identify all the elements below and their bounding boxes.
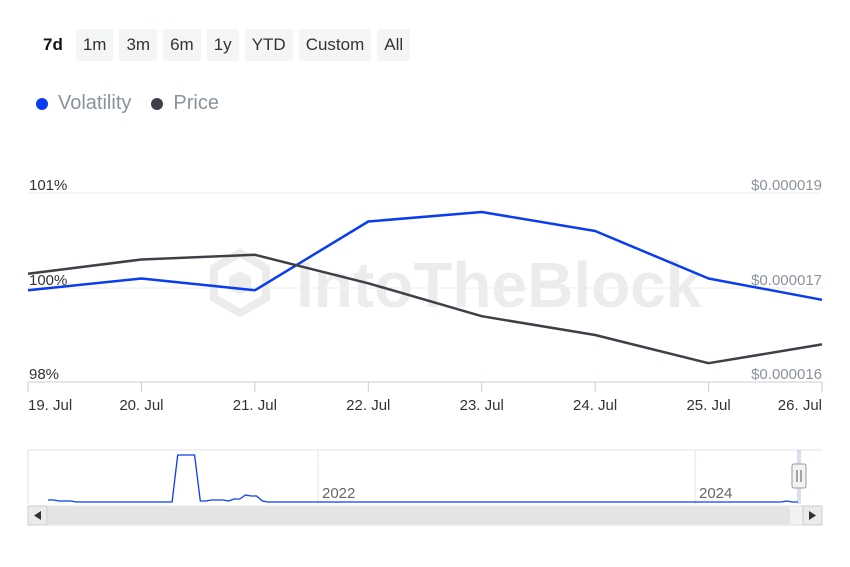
x-tick-label: 24. Jul: [573, 397, 617, 414]
range-button-all[interactable]: All: [377, 29, 411, 61]
range-button-custom[interactable]: Custom: [298, 29, 372, 61]
range-button-7d[interactable]: 7d: [36, 29, 70, 61]
range-button-ytd[interactable]: YTD: [244, 29, 293, 61]
range-selector: 7d 1m 3m 6m 1y YTD Custom All: [36, 29, 411, 61]
watermark-text: IntoTheBlock: [296, 249, 702, 321]
series-line-volatility: [27, 210, 823, 302]
y-left-tick-label: 98%: [29, 366, 59, 383]
x-tick-label: 22. Jul: [346, 397, 390, 414]
navigator-handle-box[interactable]: [791, 463, 807, 489]
x-tick-label: 25. Jul: [686, 397, 730, 414]
navigator-series-line: [48, 454, 798, 503]
y-right-tick-label: $0.000017: [751, 272, 822, 289]
y-right-tick-label: $0.000016: [751, 366, 822, 383]
x-axis: 19. Jul 20. Jul 21. Jul 22. Jul 23. Jul 24. J…: [27, 382, 823, 414]
arrow-left-icon: [34, 511, 41, 520]
scroll-left-button[interactable]: [27, 505, 48, 526]
x-tick-label: 23. Jul: [460, 397, 504, 414]
legend-label: Volatility: [58, 92, 132, 114]
series-lines: [27, 210, 823, 365]
watermark: IntoTheBlock: [210, 248, 702, 321]
scroll-right-button[interactable]: [802, 505, 823, 526]
y-axis-left: 101% 100% 98%: [29, 177, 67, 383]
navigator-handle[interactable]: [791, 463, 807, 489]
range-button-1y[interactable]: 1y: [206, 29, 239, 61]
legend-item-price[interactable]: Price: [151, 92, 219, 115]
x-tick-label: 21. Jul: [233, 397, 277, 414]
series-line-price: [27, 253, 823, 365]
legend-dot-icon: [36, 97, 48, 110]
scrollbar-thumb[interactable]: [48, 507, 790, 524]
legend-dot-icon: [151, 97, 164, 110]
legend-label: Price: [173, 92, 219, 114]
y-left-tick-label: 101%: [29, 177, 67, 194]
navigator[interactable]: 2022 2024: [27, 449, 823, 526]
range-button-3m[interactable]: 3m: [119, 29, 158, 61]
range-button-6m[interactable]: 6m: [163, 29, 201, 61]
arrow-right-icon: [809, 511, 816, 520]
x-tick-label: 26. Jul: [778, 397, 822, 414]
legend-item-volatility[interactable]: Volatility: [36, 92, 131, 115]
range-button-1m[interactable]: 1m: [75, 29, 114, 61]
navigator-year-label: 2022: [322, 485, 355, 502]
grid: [28, 192, 822, 383]
navigator-year-label: 2024: [699, 485, 732, 502]
legend: Volatility Price: [36, 92, 219, 115]
y-left-tick-label: 100%: [29, 272, 67, 289]
x-tick-label: 20. Jul: [119, 397, 163, 414]
y-axis-right: $0.000019 $0.000017 $0.000016: [751, 177, 822, 383]
watermark-logo-icon: [210, 248, 270, 318]
y-right-tick-label: $0.000019: [751, 177, 822, 194]
x-tick-label: 19. Jul: [28, 397, 72, 414]
